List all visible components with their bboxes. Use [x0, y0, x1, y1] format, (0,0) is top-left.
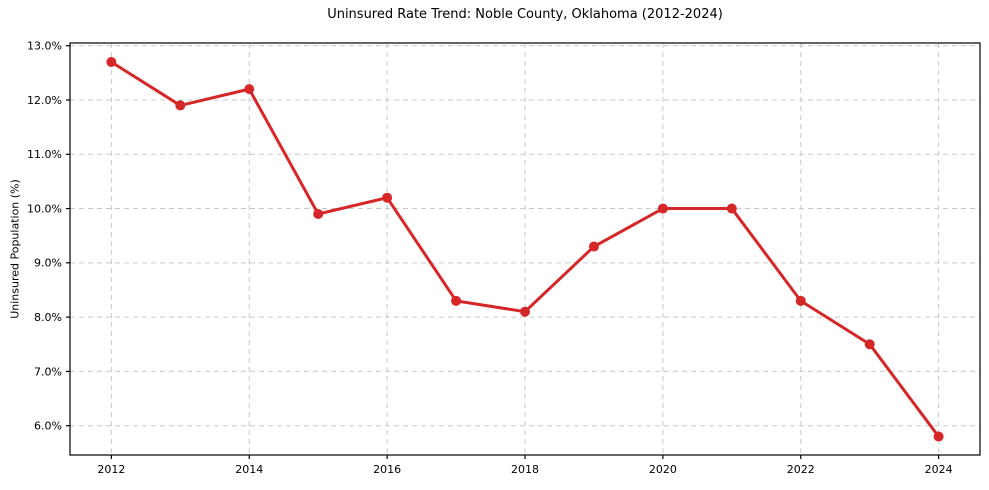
x-tick-label: 2018 [511, 463, 539, 476]
y-axis-title: Uninsured Population (%) [8, 179, 22, 319]
plot-border [69, 42, 981, 456]
data-point-2023 [864, 339, 875, 350]
data-point-2021 [726, 203, 737, 214]
x-tick-label: 2020 [649, 463, 677, 476]
data-point-2024 [933, 431, 944, 442]
chart-title: Uninsured Rate Trend: Noble County, Okla… [327, 7, 723, 22]
y-tick-label: 8.0% [34, 311, 62, 324]
x-tick-label: 2016 [373, 463, 401, 476]
y-tick-label: 12.0% [27, 94, 62, 107]
y-tick-label: 7.0% [34, 365, 62, 378]
data-point-2020 [657, 203, 668, 214]
x-tick-label: 2012 [97, 463, 125, 476]
y-tick-label: 9.0% [34, 257, 62, 270]
y-tick-label: 10.0% [27, 202, 62, 215]
data-point-2015 [313, 208, 324, 219]
x-tick-label: 2024 [925, 463, 953, 476]
y-tick-label: 13.0% [27, 40, 62, 53]
y-tick-label: 6.0% [34, 420, 62, 433]
data-point-2018 [520, 306, 530, 317]
y-tick-label: 11.0% [27, 148, 62, 161]
x-tick-label: 2022 [787, 463, 815, 476]
data-point-2017 [451, 295, 462, 306]
data-point-2012 [106, 56, 117, 67]
data-point-2022 [795, 295, 806, 306]
data-point-2016 [382, 192, 393, 203]
data-point-2013 [175, 100, 186, 111]
data-point-2019 [588, 241, 599, 252]
data-point-2014 [244, 84, 255, 95]
x-tick-label: 2014 [235, 463, 263, 476]
